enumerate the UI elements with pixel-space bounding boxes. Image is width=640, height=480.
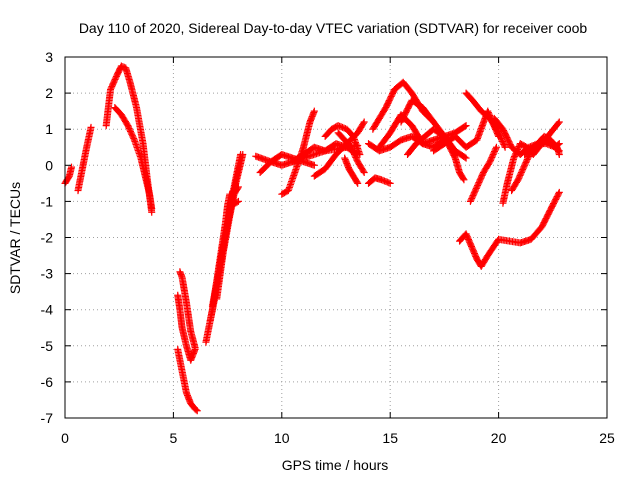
y-tick-label: -1 — [41, 193, 54, 209]
data-point — [239, 150, 247, 158]
series-track-ad — [466, 143, 500, 205]
data-point — [459, 175, 467, 183]
data-point — [462, 154, 470, 162]
data-point — [191, 345, 199, 353]
data-point — [500, 142, 508, 150]
data-point — [555, 147, 563, 155]
data-point — [554, 119, 562, 127]
y-tick-label: -5 — [41, 338, 54, 354]
y-tick-label: 0 — [45, 157, 53, 173]
chart-title: Day 110 of 2020, Sidereal Day-to-day VTE… — [79, 20, 588, 36]
y-tick-label: -4 — [41, 302, 54, 318]
x-tick-label: 0 — [61, 430, 69, 446]
data-point — [555, 190, 563, 198]
data-point — [68, 163, 76, 171]
y-tick-label: 3 — [45, 49, 53, 65]
series-track-ai — [521, 136, 563, 158]
x-tick-label: 25 — [599, 430, 615, 446]
x-tick-labels: 0 5 10 15 20 25 — [61, 430, 615, 446]
data-point — [353, 178, 361, 186]
data-point — [87, 123, 95, 131]
data-point — [461, 122, 469, 130]
x-tick-label: 20 — [491, 430, 507, 446]
data-point — [354, 179, 362, 187]
series-track-d — [111, 104, 156, 213]
series-track-v — [369, 78, 438, 133]
data-point — [492, 145, 500, 153]
series-track-l — [224, 150, 247, 227]
data-point — [554, 146, 562, 154]
data-point — [234, 197, 242, 205]
x-tick-label: 15 — [382, 430, 398, 446]
data-point — [148, 205, 156, 213]
series-track-a — [61, 163, 76, 187]
y-tick-label: 2 — [45, 85, 53, 101]
plot-frame — [64, 56, 608, 419]
series-track-t — [341, 154, 362, 187]
data-point — [461, 153, 469, 161]
data-point — [310, 161, 318, 169]
data-point — [462, 122, 470, 130]
y-tick-label: 1 — [45, 121, 53, 137]
x-axis-label: GPS time / hours — [282, 457, 389, 473]
series-track-f — [174, 291, 199, 364]
x-tick-label: 10 — [274, 430, 290, 446]
series-track-s — [334, 129, 368, 177]
data-point — [310, 107, 318, 115]
data-point — [501, 143, 509, 151]
data-point — [492, 143, 500, 151]
data-point — [385, 179, 393, 187]
y-tick-label: -6 — [41, 374, 54, 390]
series-track-e — [176, 268, 199, 352]
series-track-u — [365, 174, 394, 187]
series-track-g — [174, 345, 201, 415]
grid — [65, 57, 607, 418]
data-point — [360, 118, 368, 126]
y-axis-label: SDTVAR / TECUs — [7, 182, 23, 294]
y-tick-label: -3 — [41, 266, 54, 282]
data-point — [192, 406, 200, 414]
series-track-ab — [440, 132, 468, 184]
y-tick-labels: -7 -6 -5 -4 -3 -2 -1 0 1 2 3 — [41, 49, 54, 426]
y-tick-label: -7 — [41, 410, 54, 426]
data-point — [360, 169, 368, 177]
data-point — [193, 407, 201, 415]
data-point — [130, 135, 138, 143]
series-track-c — [102, 62, 156, 216]
y-tick-label: -2 — [41, 230, 54, 246]
data-point — [386, 179, 394, 187]
series-track-b — [74, 123, 95, 195]
data-point — [555, 118, 563, 126]
data-point — [359, 167, 367, 175]
data-point — [359, 119, 367, 127]
data-point — [233, 198, 241, 206]
data-point — [555, 188, 563, 196]
series-track-ag — [499, 118, 563, 207]
data-point — [460, 176, 468, 184]
series-track-x — [365, 132, 448, 155]
series-track-ae — [456, 188, 563, 270]
data-points — [61, 62, 563, 415]
x-tick-label: 5 — [170, 430, 178, 446]
